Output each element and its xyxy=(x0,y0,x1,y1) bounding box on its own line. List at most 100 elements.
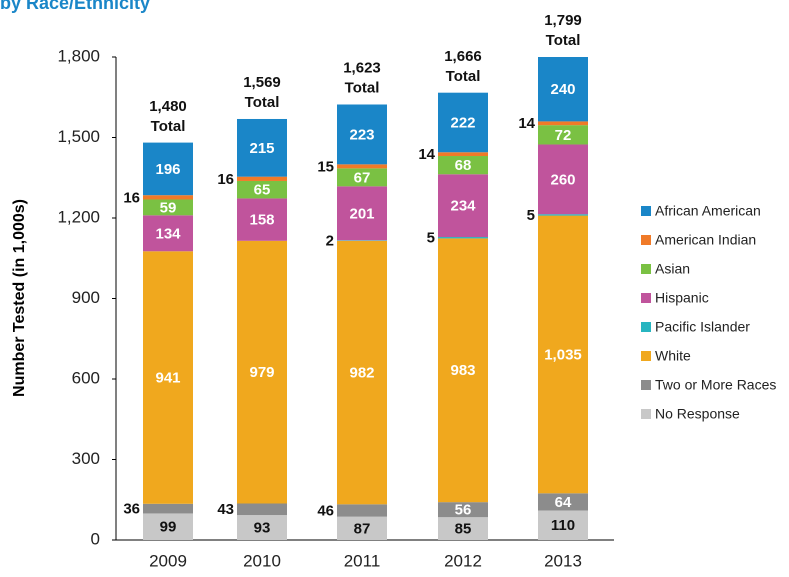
data-label: 56 xyxy=(455,502,472,519)
legend-label: No Response xyxy=(655,406,740,422)
bar-segment xyxy=(337,240,387,241)
bar-segment xyxy=(538,493,588,511)
legend-label: Hispanic xyxy=(655,290,709,306)
y-tick-label: 900 xyxy=(72,288,100,307)
data-label: 46 xyxy=(317,502,334,519)
data-label: 85 xyxy=(455,521,472,538)
bar-segment xyxy=(538,57,588,122)
legend-swatch xyxy=(641,351,651,361)
data-label: 979 xyxy=(249,364,274,381)
bar-segment xyxy=(438,237,488,239)
total-word: Total xyxy=(446,68,481,85)
total-label: 1,799 xyxy=(544,12,582,29)
legend-swatch xyxy=(641,206,651,216)
data-label: 16 xyxy=(123,189,140,206)
bar-segment xyxy=(237,180,287,199)
data-label: 14 xyxy=(418,146,435,163)
data-label: 59 xyxy=(160,199,177,216)
bar-segment xyxy=(237,198,287,241)
chart-title: by Race/Ethnicity xyxy=(0,0,150,13)
bar-segment xyxy=(337,516,387,540)
bar-segment xyxy=(538,144,588,215)
data-label: 67 xyxy=(354,169,371,186)
bar-segment xyxy=(337,504,387,517)
legend-label: Two or More Races xyxy=(655,377,776,393)
bar-segment xyxy=(438,517,488,540)
bar-segment xyxy=(143,142,193,196)
legend-label: White xyxy=(655,348,691,364)
bar-segment xyxy=(337,164,387,169)
bar-segment xyxy=(237,515,287,540)
data-label: 93 xyxy=(254,519,271,536)
bar-segment xyxy=(438,156,488,175)
legend-label: African American xyxy=(655,203,761,219)
data-label: 99 xyxy=(160,519,177,536)
bar-segment xyxy=(143,195,193,200)
bar-segment xyxy=(538,125,588,145)
data-label: 87 xyxy=(354,520,371,537)
bar-segment xyxy=(237,176,287,181)
y-axis-label: Number Tested (in 1,000s) xyxy=(11,199,28,397)
data-label: 36 xyxy=(123,501,140,518)
bar-segment xyxy=(237,118,287,177)
bar-segment xyxy=(538,215,588,494)
legend-label: Asian xyxy=(655,261,690,277)
legend-swatch xyxy=(641,322,651,332)
bar-segment xyxy=(538,121,588,126)
x-tick-label: 2011 xyxy=(344,551,381,570)
legend-swatch xyxy=(641,380,651,390)
x-tick-label: 2010 xyxy=(243,551,281,570)
legend-swatch xyxy=(641,264,651,274)
bar-segment xyxy=(337,186,387,241)
data-label: 15 xyxy=(317,158,334,175)
data-label: 64 xyxy=(555,494,572,511)
y-tick-label: 0 xyxy=(91,529,100,548)
data-label: 14 xyxy=(518,115,535,132)
legend-swatch xyxy=(641,409,651,419)
data-label: 240 xyxy=(550,81,575,98)
legend-swatch xyxy=(641,235,651,245)
total-label: 1,623 xyxy=(343,59,381,76)
bar-segment xyxy=(438,238,488,503)
data-label: 16 xyxy=(217,171,234,188)
y-tick-label: 600 xyxy=(72,368,100,387)
legend-label: American Indian xyxy=(655,232,756,248)
data-label: 158 xyxy=(249,212,274,229)
data-label: 215 xyxy=(249,140,274,157)
data-label: 72 xyxy=(555,127,572,144)
bar-segment xyxy=(438,92,488,153)
bar-segment xyxy=(538,214,588,216)
total-word: Total xyxy=(345,79,380,96)
x-tick-label: 2012 xyxy=(444,551,482,570)
data-label: 68 xyxy=(455,157,472,174)
bar-segment xyxy=(538,510,588,540)
bar-segment xyxy=(143,199,193,216)
bar-segment xyxy=(337,240,387,505)
data-label: 43 xyxy=(217,501,234,518)
data-label: 110 xyxy=(551,517,575,534)
bar-segment xyxy=(237,503,287,516)
y-tick-label: 1,200 xyxy=(57,207,100,226)
data-label: 201 xyxy=(349,205,374,222)
y-tick-label: 1,800 xyxy=(57,46,100,65)
data-label: 65 xyxy=(254,182,271,199)
data-label: 1,035 xyxy=(544,346,582,363)
bar-segment xyxy=(237,240,287,504)
total-label: 1,480 xyxy=(149,98,187,115)
bar-segment xyxy=(143,503,193,514)
y-tick-label: 300 xyxy=(72,449,100,468)
data-label: 134 xyxy=(155,225,181,242)
bar-segment xyxy=(438,174,488,238)
total-word: Total xyxy=(546,32,581,49)
data-label: 982 xyxy=(349,365,374,382)
bar-segment xyxy=(143,215,193,252)
data-label: 223 xyxy=(349,126,374,143)
bar-segment xyxy=(337,104,387,165)
bar-segment xyxy=(438,152,488,157)
total-word: Total xyxy=(245,94,280,111)
data-label: 222 xyxy=(450,114,475,131)
y-tick-label: 1,500 xyxy=(57,127,100,146)
x-tick-label: 2009 xyxy=(149,551,187,570)
data-label: 234 xyxy=(450,198,476,215)
